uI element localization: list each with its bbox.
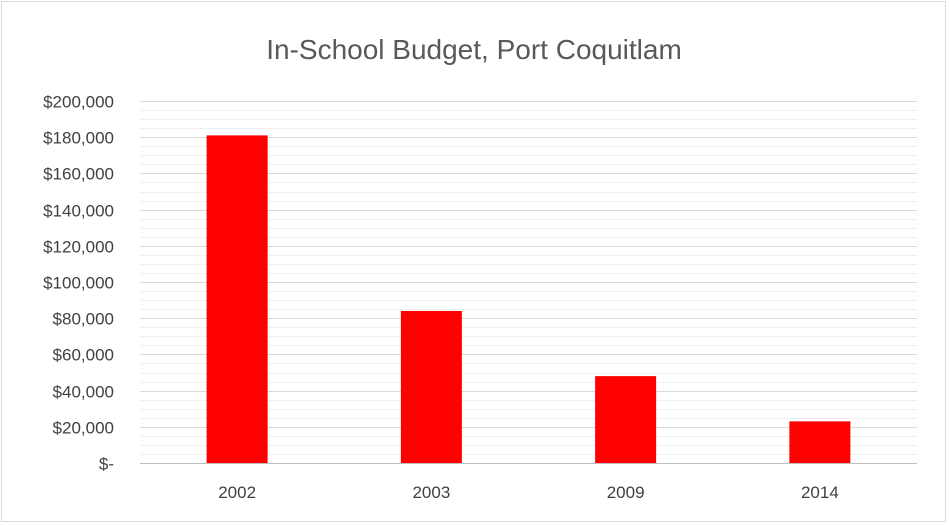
gridlines xyxy=(140,101,917,464)
y-tick-label: $160,000 xyxy=(43,165,114,184)
y-tick-label: $100,000 xyxy=(43,274,114,293)
bar-2014 xyxy=(789,421,851,463)
x-tick-label: 2009 xyxy=(607,483,645,502)
y-tick-label: $60,000 xyxy=(53,346,114,365)
y-tick-label: $40,000 xyxy=(53,383,114,402)
bar-2009 xyxy=(595,376,657,463)
x-tick-label: 2002 xyxy=(218,483,256,502)
x-tick-label: 2003 xyxy=(412,483,450,502)
bar-2002 xyxy=(206,135,268,463)
y-tick-label: $- xyxy=(99,455,114,474)
x-tick-label: 2014 xyxy=(801,483,839,502)
y-tick-label: $180,000 xyxy=(43,129,114,148)
y-tick-label: $20,000 xyxy=(53,419,114,438)
y-tick-label: $140,000 xyxy=(43,202,114,221)
y-tick-label: $120,000 xyxy=(43,238,114,257)
y-axis: $- $20,000 $40,000 $60,000 $80,000 $100,000 $1… xyxy=(43,93,114,474)
chart-title: In-School Budget, Port Coquitlam xyxy=(266,34,682,65)
bars xyxy=(206,135,851,463)
y-tick-label: $200,000 xyxy=(43,93,114,112)
x-axis: 2002 2003 2009 2014 xyxy=(218,483,839,502)
y-tick-label: $80,000 xyxy=(53,310,114,329)
bar-2003 xyxy=(400,310,462,463)
